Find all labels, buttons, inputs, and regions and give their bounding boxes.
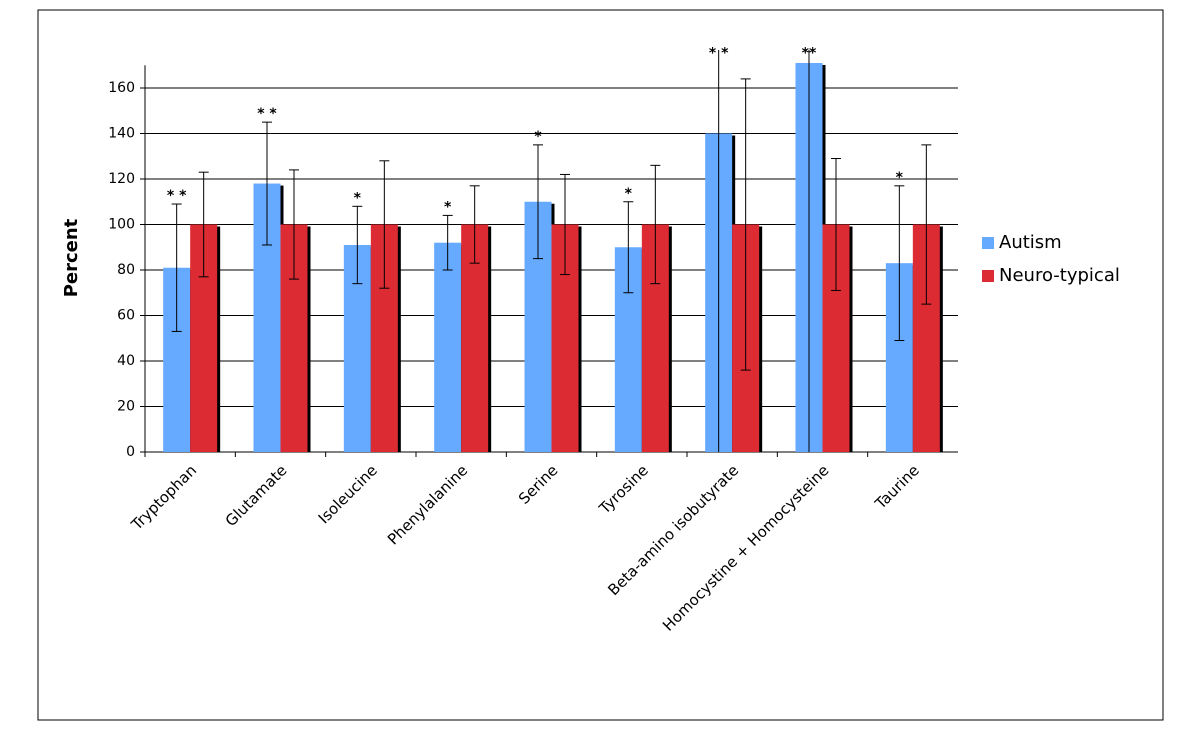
x-tick-label: Homocystine + Homocysteine: [659, 461, 832, 634]
x-tick-label: Glutamate: [222, 461, 291, 530]
legend-label: Neuro-typical: [999, 265, 1120, 286]
y-tick-label: 120: [108, 171, 135, 187]
legend-swatch: [982, 270, 994, 282]
plot: [163, 50, 943, 452]
bar: [434, 242, 462, 452]
significance-label: * *: [257, 106, 277, 122]
x-tick-label: Serine: [515, 461, 562, 508]
significance-label: *: [896, 170, 904, 186]
x-tick-label: Phenylalanine: [384, 461, 471, 548]
significance-label: *: [444, 199, 452, 215]
significance-label: *: [625, 186, 633, 202]
legend-swatch: [982, 237, 994, 249]
y-axis-label: Percent: [61, 218, 82, 297]
x-tick-label: Tyrosine: [595, 461, 652, 518]
y-tick-label: 140: [108, 126, 135, 142]
y-tick-label: 0: [126, 444, 135, 460]
significance-label: *: [534, 129, 542, 145]
x-tick-label: Taurine: [871, 461, 923, 513]
x-tick-label: Tryptophan: [127, 461, 200, 534]
y-tick-label: 20: [117, 399, 135, 415]
significance-label: *: [354, 190, 362, 206]
y-tick-label: 100: [108, 217, 135, 233]
significance-label: **: [802, 45, 817, 61]
y-tick-label: 40: [117, 353, 135, 369]
significance-label: * *: [709, 45, 729, 61]
significance-label: * *: [167, 188, 187, 204]
x-tick-label: Isoleucine: [315, 461, 381, 527]
y-tick-label: 80: [117, 262, 135, 278]
legend-label: Autism: [999, 232, 1062, 253]
chart-frame: [37, 9, 1164, 721]
y-tick-label: 160: [108, 80, 135, 96]
y-tick-label: 60: [117, 308, 135, 324]
